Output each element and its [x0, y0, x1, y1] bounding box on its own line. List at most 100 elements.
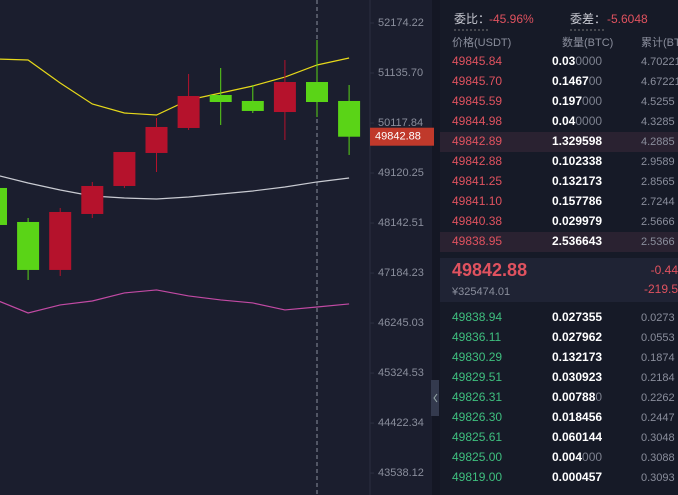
cumulative: 2.9589 — [641, 156, 675, 168]
price: 49842.89 — [452, 134, 502, 148]
price: 49826.31 — [452, 390, 502, 404]
candle-body — [306, 82, 328, 103]
amount: 0.027355 — [552, 310, 602, 324]
amount: 2.536643 — [552, 234, 602, 248]
y-tick-label: 51135.70 — [378, 67, 423, 79]
price: 49845.70 — [452, 74, 502, 88]
amount: 0.197000 — [552, 94, 602, 108]
amount: 0.004000 — [552, 450, 602, 464]
candle-body — [338, 100, 361, 137]
price: 49845.84 — [452, 54, 502, 68]
depth-highlight — [440, 232, 678, 252]
cny-price: ¥325474.01 — [451, 286, 510, 298]
y-tick-label: 48142.51 — [378, 217, 424, 229]
amount: 0.007880 — [552, 390, 602, 404]
ratio: -45.96% — [489, 12, 534, 26]
amount-padding: 000 — [582, 450, 602, 464]
cumulative: 0.2262 — [641, 392, 675, 404]
price: 49841.25 — [452, 174, 502, 188]
price-tag — [370, 127, 434, 146]
y-tick-label: 52174.22 — [378, 17, 424, 29]
candle-body — [81, 185, 104, 214]
cumulative: 4.3285 — [641, 116, 675, 128]
price: 49836.11 — [452, 330, 501, 344]
amount: 0.132173 — [552, 350, 602, 364]
change-amount: -219.5 — [644, 282, 678, 296]
price: 49842.88 — [452, 154, 502, 168]
indicator-line — [0, 57, 350, 116]
y-tick-label: 49120.25 — [378, 167, 424, 179]
amount: 0.102338 — [552, 154, 602, 168]
amount: 0.000457 — [552, 470, 602, 484]
amount: 0.027962 — [552, 330, 602, 344]
amount: 0.030000 — [552, 54, 602, 68]
y-tick-label: 45324.53 — [378, 367, 424, 379]
candle-body — [209, 94, 232, 103]
cumulative: 2.5366 — [641, 236, 675, 248]
collapse-arrow — [433, 393, 438, 403]
price-tag-label: 49842.88 — [375, 131, 421, 143]
amount-padding: 0 — [595, 390, 602, 404]
candle-body — [113, 152, 136, 186]
price: 49840.38 — [452, 214, 502, 228]
cumulative: 4.5255 — [641, 96, 675, 108]
price: 49825.61 — [452, 430, 502, 444]
y-tick-label: 50117.84 — [378, 117, 423, 129]
cumulative: 2.7244 — [641, 196, 675, 208]
diff-label: 委差： — [570, 12, 606, 26]
amount: 0.040000 — [552, 114, 602, 128]
mid-price-bg — [440, 258, 678, 302]
price: 49819.00 — [452, 470, 502, 484]
price: 49826.30 — [452, 410, 502, 424]
change: -0.44 — [651, 263, 678, 277]
cumulative: 0.2184 — [641, 372, 675, 384]
amount-significant: 0.197 — [552, 94, 582, 108]
y-tick-label: 46245.03 — [378, 317, 424, 329]
cumulative: 4.2885 — [641, 136, 675, 148]
candle-body — [49, 211, 72, 270]
cumulative: 0.3048 — [641, 432, 675, 444]
col-header: 累计(BTC — [641, 36, 678, 49]
y-tick-label: 43538.12 — [378, 467, 424, 479]
ratio-label: 委比： — [454, 12, 490, 26]
amount: 0.029979 — [552, 214, 602, 228]
cumulative: 4.67221 — [641, 76, 678, 88]
cumulative: 4.70221 — [641, 56, 678, 68]
amount-significant: 0.04 — [552, 114, 576, 128]
cumulative: 0.0553 — [641, 332, 675, 344]
amount: 0.030923 — [552, 370, 602, 384]
depth-highlight — [440, 132, 678, 152]
price: 49841.10 — [452, 194, 502, 208]
y-tick-label: 47184.23 — [378, 267, 424, 279]
amount: 0.146700 — [552, 74, 602, 88]
cumulative: 0.2447 — [641, 412, 675, 424]
col-header: 价格(USDT) — [452, 35, 511, 49]
chart-bg — [0, 0, 432, 495]
price: 49838.94 — [452, 310, 502, 324]
diff: -5.6048 — [607, 12, 648, 26]
y-tick-label: 44422.34 — [378, 417, 424, 429]
indicator-line — [0, 289, 350, 314]
candle-body — [273, 82, 296, 113]
price: 49825.00 — [452, 450, 502, 464]
amount-padding: 000 — [582, 94, 602, 108]
mid-price: 49842.88 — [452, 260, 527, 280]
cumulative: 0.3088 — [641, 452, 675, 464]
plot — [0, 39, 361, 314]
col-header: 数量(BTC) — [562, 36, 613, 49]
amount-padding: 0000 — [575, 54, 602, 68]
price: 49830.29 — [452, 350, 502, 364]
amount-padding: 00 — [589, 74, 603, 88]
amount: 0.157786 — [552, 194, 602, 208]
candle-body — [177, 96, 200, 128]
amount-padding: 0000 — [575, 114, 602, 128]
divider — [432, 0, 440, 495]
collapse-tab[interactable] — [431, 380, 439, 416]
cumulative: 0.3093 — [641, 472, 675, 484]
amount-significant: 0.00788 — [552, 390, 596, 404]
price: 49829.51 — [452, 370, 502, 384]
amount: 1.329598 — [552, 134, 602, 148]
candle-body — [0, 187, 7, 225]
